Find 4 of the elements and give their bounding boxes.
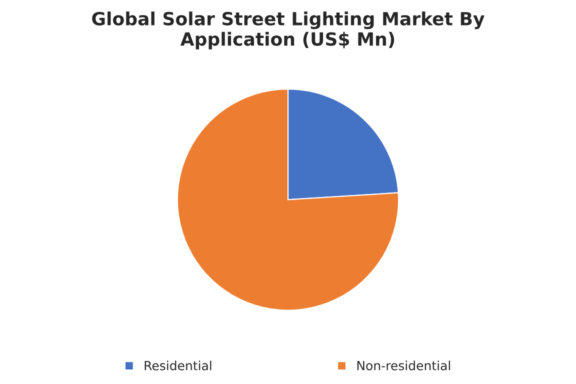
legend-label: Residential xyxy=(144,360,212,370)
pie-slice xyxy=(176,88,400,311)
chart-title: Global Solar Street Lighting Market By Application (US$ Mn) xyxy=(92,12,484,50)
legend-label: Non-residential xyxy=(357,360,450,370)
